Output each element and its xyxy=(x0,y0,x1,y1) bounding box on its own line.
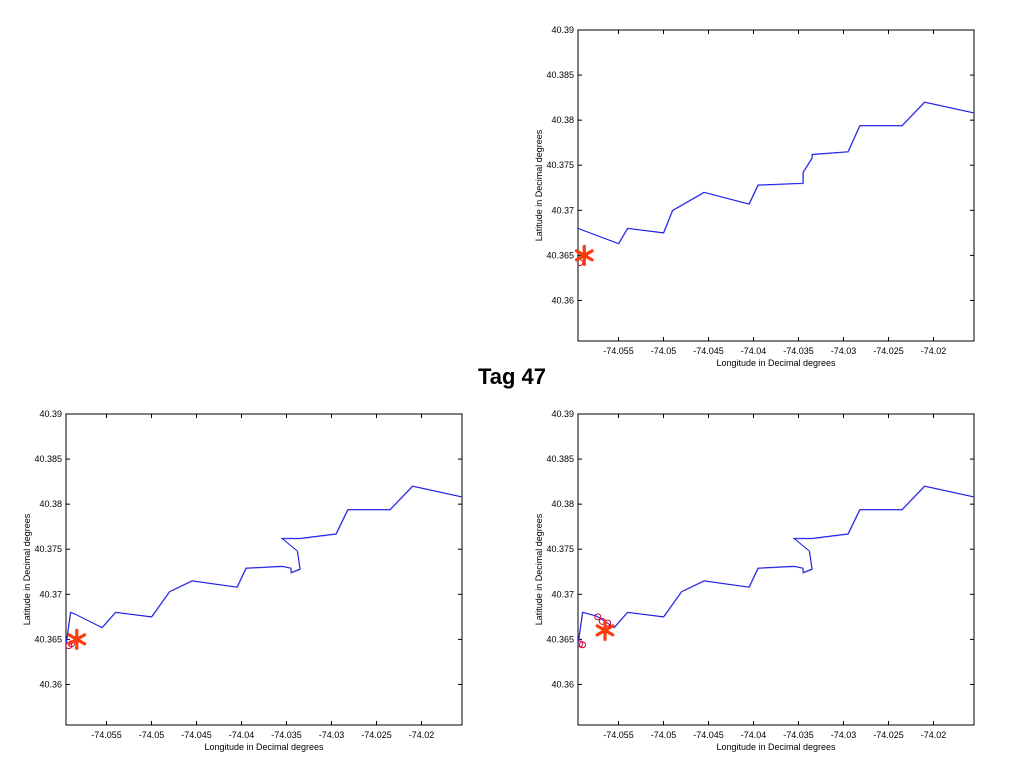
y-axis-label: Latitude in Decimal degrees xyxy=(534,129,544,241)
asterisk-stroke xyxy=(595,624,615,637)
y-axis-label: Latitude in Decimal degrees xyxy=(534,513,544,625)
y-tick-label: 40.39 xyxy=(39,409,62,419)
y-tick-label: 40.39 xyxy=(551,25,574,35)
y-tick-label: 40.385 xyxy=(34,454,62,464)
x-tick-label: -74.035 xyxy=(783,346,814,356)
x-tick-label: -74.05 xyxy=(651,346,677,356)
y-tick-label: 40.36 xyxy=(39,679,62,689)
x-tick-label: -74.03 xyxy=(831,346,857,356)
asterisk-marker xyxy=(574,244,594,266)
track-line-shadow xyxy=(66,486,462,645)
x-tick-label: -74.04 xyxy=(741,730,767,740)
asterisk-marker xyxy=(67,628,87,650)
y-tick-label: 40.38 xyxy=(39,499,62,509)
y-tick-label: 40.385 xyxy=(546,70,574,80)
x-tick-label: -74.05 xyxy=(139,730,165,740)
x-tick-label: -74.03 xyxy=(319,730,345,740)
x-tick-label: -74.055 xyxy=(603,730,634,740)
chart-svg-bottom-right: -74.055 -74.05 -74.045 -74.04 -74.035 -74.03 -… xyxy=(534,409,975,752)
x-axis-label: Longitude in Decimal degrees xyxy=(204,742,324,752)
plot-top-right: -74.055 -74.05 -74.045 -74.04 -74.035 -74.03 -… xyxy=(528,0,978,370)
y-axis-label: Latitude in Decimal degrees xyxy=(22,513,32,625)
x-tick-label: -74.045 xyxy=(693,730,724,740)
x-tick-label: -74.04 xyxy=(741,346,767,356)
x-tick-label: -74.045 xyxy=(181,730,212,740)
y-tick-label: 40.36 xyxy=(551,679,574,689)
plot-area-frame xyxy=(577,29,975,342)
y-tick-label: 40.365 xyxy=(546,250,574,260)
track-line-shadow xyxy=(578,102,974,245)
track-line xyxy=(66,485,462,644)
track-line xyxy=(578,101,974,245)
plot-bottom-right: -74.055 -74.05 -74.045 -74.04 -74.035 -74.03 -… xyxy=(528,384,978,754)
chart-svg-bottom-left: -74.055 -74.05 -74.045 -74.04 -74.035 -74.03 -… xyxy=(22,409,463,752)
x-tick-label: -74.05 xyxy=(651,730,677,740)
x-axis-label: Longitude in Decimal degrees xyxy=(716,742,836,752)
page-title: Tag 47 xyxy=(477,364,547,389)
y-tick-label: 40.385 xyxy=(546,454,574,464)
y-tick-label: 40.38 xyxy=(551,115,574,125)
x-tick-label: -74.025 xyxy=(873,346,904,356)
position-circle xyxy=(578,640,584,648)
y-tick-label: 40.37 xyxy=(551,205,574,215)
y-tick-label: 40.38 xyxy=(551,499,574,509)
x-tick-label: -74.02 xyxy=(409,730,435,740)
y-tick-label: 40.375 xyxy=(546,160,574,170)
plot-area-frame xyxy=(577,413,975,726)
chart-svg-top-right: -74.055 -74.05 -74.045 -74.04 -74.035 -74.03 -… xyxy=(534,25,975,368)
x-tick-label: -74.055 xyxy=(603,346,634,356)
y-tick-label: 40.37 xyxy=(39,589,62,599)
y-tick-label: 40.36 xyxy=(551,295,574,305)
x-tick-label: -74.045 xyxy=(693,346,724,356)
x-tick-label: -74.04 xyxy=(229,730,255,740)
plot-bottom-left: -74.055 -74.05 -74.045 -74.04 -74.035 -74.03 -… xyxy=(16,384,466,754)
y-tick-label: 40.39 xyxy=(551,409,574,419)
x-axis-label: Longitude in Decimal degrees xyxy=(716,358,836,368)
y-tick-label: 40.365 xyxy=(546,634,574,644)
y-tick-label: 40.365 xyxy=(34,634,62,644)
x-tick-label: -74.03 xyxy=(831,730,857,740)
plot-area-frame xyxy=(65,413,463,726)
asterisk-marker xyxy=(595,619,615,641)
x-tick-label: -74.055 xyxy=(91,730,122,740)
x-tick-label: -74.035 xyxy=(783,730,814,740)
asterisk-stroke xyxy=(574,249,594,262)
x-tick-label: -74.02 xyxy=(921,346,947,356)
x-tick-label: -74.035 xyxy=(271,730,302,740)
x-tick-label: -74.025 xyxy=(361,730,392,740)
position-circle xyxy=(594,613,602,621)
x-tick-label: -74.02 xyxy=(921,730,947,740)
asterisk-stroke xyxy=(67,633,87,646)
y-tick-label: 40.37 xyxy=(551,589,574,599)
y-tick-label: 40.375 xyxy=(546,544,574,554)
x-tick-label: -74.025 xyxy=(873,730,904,740)
y-tick-label: 40.375 xyxy=(34,544,62,554)
